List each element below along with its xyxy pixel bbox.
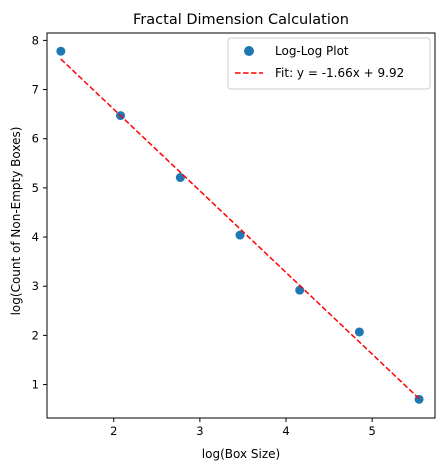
x-tick-label: 2 — [110, 424, 117, 438]
y-tick-label: 7 — [32, 83, 39, 97]
y-tick-label: 1 — [32, 378, 39, 392]
y-tick-label: 6 — [32, 132, 39, 146]
legend-marker-scatter — [244, 46, 254, 56]
x-axis-label: log(Box Size) — [202, 447, 280, 461]
x-tick-label: 3 — [196, 424, 203, 438]
series-layer — [56, 46, 424, 404]
y-tick-label: 4 — [32, 230, 39, 244]
y-tick-label: 2 — [32, 328, 39, 342]
fit-line — [60, 58, 420, 400]
legend-box — [227, 37, 431, 90]
data-point — [295, 285, 305, 295]
legend-label-fit-line: Fit: y = -1.66x + 9.92 — [275, 66, 404, 80]
data-point — [235, 230, 245, 240]
x-axis-ticks: 2 3 4 5 — [110, 418, 376, 438]
y-tick-label: 8 — [32, 33, 39, 47]
legend-label-scatter: Log-Log Plot — [275, 44, 349, 58]
y-axis-label: log(Count of Non-Empty Boxes) — [9, 127, 23, 316]
data-point — [354, 327, 364, 337]
y-axis-ticks: 1 2 3 4 5 6 7 8 — [32, 33, 47, 392]
y-tick-label: 3 — [32, 279, 39, 293]
x-tick-label: 4 — [282, 424, 289, 438]
data-point — [56, 46, 66, 56]
x-tick-label: 5 — [368, 424, 375, 438]
legend: Log-Log Plot Fit: y = -1.66x + 9.92 — [227, 37, 431, 90]
chart-title: Fractal Dimension Calculation — [133, 12, 349, 28]
y-tick-label: 5 — [32, 181, 39, 195]
plot-frame — [46, 32, 436, 419]
